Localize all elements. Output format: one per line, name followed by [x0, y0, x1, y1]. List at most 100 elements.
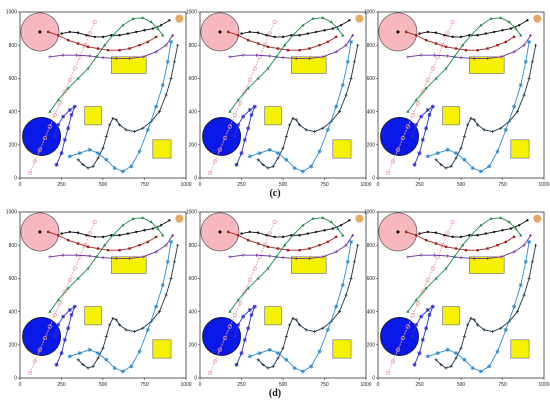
red-trajectory-point: [318, 244, 321, 247]
red-trajectory-point: [308, 47, 311, 50]
blue-star-trajectory-point: [252, 104, 257, 109]
purple-trajectory-point: [48, 255, 52, 259]
purple-trajectory-point: [164, 43, 168, 47]
purple-trajectory-point: [48, 55, 52, 59]
black-trajectory-point: [135, 30, 138, 34]
black-trajectory-point: [273, 35, 276, 39]
purple-trajectory-point: [512, 250, 516, 254]
yellow-box-obstacle: [84, 106, 102, 126]
black-trajectory-point: [418, 32, 421, 35]
blue-star-trajectory-point: [67, 307, 72, 312]
pink-trajectory-point: [62, 89, 67, 94]
blue-circle-obstacle: [380, 117, 420, 156]
dark-trajectory-point: [96, 356, 100, 360]
red-trajectory-point: [434, 42, 438, 45]
dark-trajectory-point: [434, 358, 438, 362]
light-blue-trajectory-point: [160, 283, 165, 288]
red-trajectory-point: [66, 39, 70, 42]
purple-trajectory-point: [88, 254, 92, 258]
dark-trajectory-point: [124, 128, 128, 132]
green-trajectory-point: [236, 98, 240, 102]
light-blue-trajectory-point: [267, 147, 272, 152]
blue-star-trajectory-point: [420, 337, 425, 342]
purple-trajectory-point: [268, 54, 272, 58]
blue-star-trajectory-point: [412, 162, 417, 167]
light-blue-trajectory-path: [249, 241, 352, 372]
pink-trajectory-point: [222, 136, 228, 141]
dark-trajectory-point: [114, 318, 118, 322]
light-blue-trajectory-point: [334, 304, 339, 309]
dark-trajectory-point: [356, 243, 360, 247]
red-trajectory-point: [154, 35, 158, 39]
red-trajectory-point: [434, 242, 438, 245]
red-trajectory-point: [496, 244, 499, 247]
x-tick-label: 250: [415, 382, 424, 388]
red-trajectory-point: [504, 40, 508, 44]
pink-trajectory-point: [207, 370, 213, 376]
black-trajectory-point: [493, 30, 496, 34]
blue-star-trajectory-point: [72, 104, 77, 109]
dark-trajectory-point: [298, 123, 302, 127]
red-trajectory-point: [424, 39, 428, 42]
light-blue-trajectory-point: [462, 357, 467, 362]
dark-trajectory-path: [77, 245, 179, 369]
purple-trajectory-point: [344, 43, 348, 47]
dark-trajectory-point: [281, 146, 285, 150]
pink-trajectory-point: [395, 147, 401, 152]
yellow-box-obstacle: [290, 256, 327, 274]
purple-trajectory-point: [485, 256, 490, 261]
black-trajectory-point: [126, 232, 130, 235]
black-trajectory-point: [76, 231, 80, 234]
dark-trajectory-point: [469, 116, 473, 120]
dark-trajectory-point: [439, 163, 443, 167]
pink-trajectory-point: [445, 31, 450, 36]
green-trajectory-path: [49, 17, 164, 112]
pink-trajectory-point: [222, 336, 228, 341]
dark-trajectory-point: [344, 93, 348, 97]
blue-star-trajectory-point: [62, 337, 67, 342]
blue-star-trajectory-point: [410, 334, 415, 339]
pink-trajectory-point: [32, 359, 38, 364]
purple-trajectory-point: [334, 50, 338, 54]
light-blue-trajectory-point: [247, 354, 252, 359]
green-trajectory-point: [336, 226, 340, 230]
dark-trajectory-point: [527, 276, 531, 280]
green-trajectory-point: [256, 276, 260, 280]
pink-trajectory-point: [37, 147, 43, 152]
light-blue-trajectory-point: [317, 149, 322, 154]
blue-star-trajectory-path: [412, 305, 434, 365]
dark-trajectory-point: [132, 329, 137, 334]
black-trajectory-point: [476, 34, 479, 37]
black-trajectory-point: [517, 224, 521, 227]
green-trajectory-point: [94, 55, 98, 59]
dark-trajectory-point: [482, 128, 486, 132]
black-trajectory-point: [418, 232, 421, 235]
dark-trajectory-point: [459, 146, 463, 150]
orange-goal-dot: [533, 214, 542, 223]
green-trajectory-path: [229, 17, 344, 112]
purple-trajectory-point: [74, 53, 79, 57]
dark-trajectory-point: [118, 323, 122, 327]
red-trajectory-point: [308, 247, 311, 250]
pink-trajectory-point: [390, 159, 396, 164]
light-blue-trajectory-point: [169, 239, 174, 244]
red-trajectory-point: [512, 35, 516, 39]
x-tick-label: 500: [99, 182, 108, 188]
dark-trajectory-point: [141, 326, 145, 330]
blue-star-trajectory-path: [54, 305, 76, 365]
pink-trajectory-point: [405, 324, 411, 329]
pink-trajectory-point: [207, 170, 213, 176]
dark-trajectory-point: [276, 356, 280, 360]
light-blue-trajectory-point: [77, 351, 82, 356]
blue-star-trajectory-point: [427, 112, 432, 117]
green-trajectory-point: [489, 216, 493, 220]
black-trajectory-point: [159, 24, 163, 27]
purple-trajectory-point: [74, 253, 79, 257]
red-trajectory-point: [86, 245, 90, 249]
pink-trajectory-point: [227, 324, 233, 329]
dark-trajectory-point: [261, 163, 265, 167]
green-trajectory-point: [111, 233, 115, 237]
blue-star-trajectory-point: [417, 151, 422, 156]
red-trajectory-point: [236, 234, 240, 237]
